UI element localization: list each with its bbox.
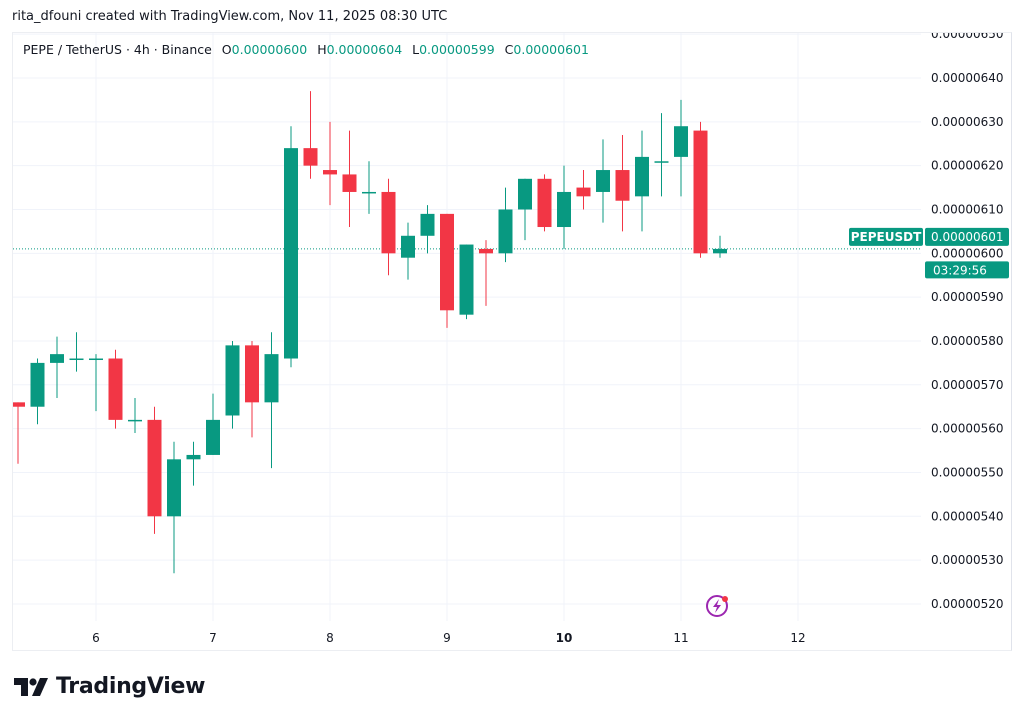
candle-body[interactable] [147,419,162,517]
candle-body[interactable] [13,402,25,407]
bar-countdown: 03:29:56 [933,263,987,277]
candle-body[interactable] [89,358,103,361]
candle-body[interactable] [518,178,532,210]
candle-body[interactable] [381,191,396,254]
candle-body[interactable] [401,235,415,258]
y-tick-label: 0.00000640 [931,71,1004,85]
countdown-tag [925,261,1009,279]
candle-body[interactable] [303,148,318,166]
x-tick-label: 10 [556,631,573,645]
close-value: 0.00000601 [513,42,589,57]
candle-body[interactable] [245,345,259,403]
y-tick-label: 0.00000550 [931,465,1004,479]
y-tick-label: 0.00000540 [931,509,1004,523]
symbol-tag-label: PEPEUSDT [851,230,922,244]
low-value: 0.00000599 [419,42,495,57]
y-tick-label: 0.00000650 [931,33,1004,41]
candle-body[interactable] [615,170,630,201]
candle-body[interactable] [479,248,493,254]
low-label: L [412,42,420,57]
lightning-bolt-glyph [713,599,721,613]
candle-body[interactable] [69,358,84,361]
y-tick-label: 0.00000580 [931,334,1004,348]
candle-body[interactable] [108,358,123,420]
candle-body[interactable] [30,362,45,407]
y-tick-label: 0.00000620 [931,159,1004,173]
candle-body[interactable] [576,187,591,197]
candle-body[interactable] [557,191,571,228]
open-value: 0.00000600 [231,42,308,57]
lightning-bolt-icon[interactable] [706,595,728,617]
candle-body[interactable] [635,156,649,197]
y-tick-label: 0.00000590 [931,290,1004,304]
x-tick-label: 12 [790,631,805,645]
candle-body[interactable] [420,213,435,236]
symbol-price-tag [849,227,923,246]
y-tick-label: 0.00000570 [931,378,1004,392]
close-label: C [504,42,514,57]
x-tick-label: 7 [209,631,217,645]
brand-name: TradingView [56,674,206,699]
x-tick-label: 6 [92,631,100,645]
last-price-tag [925,227,1009,246]
candle-body[interactable] [323,170,337,175]
candle-body[interactable] [342,174,357,192]
x-tick-label: 9 [443,631,451,645]
candle-body[interactable] [498,209,513,254]
candle-body[interactable] [128,419,142,422]
y-tick-label: 0.00000610 [931,202,1004,216]
candlestick-chart[interactable]: 0.00000520 0.00000530 0.00000540 0.00000550… [13,33,1012,651]
candle-body[interactable] [206,419,220,455]
notification-dot [722,596,728,602]
candle-body[interactable] [459,244,474,315]
candle-body[interactable] [264,354,279,403]
candle-body[interactable] [537,178,552,228]
candle-body[interactable] [167,459,181,517]
candle-body[interactable] [674,126,688,157]
high-label: H [317,42,327,57]
open-label: O [221,42,232,57]
y-tick-label: 0.00000600 [931,246,1004,260]
y-tick-label: 0.00000520 [931,597,1004,611]
tradingview-logo-icon [14,677,48,696]
x-tick-label: 11 [673,631,688,645]
candle-body[interactable] [693,130,708,254]
candle-body[interactable] [596,170,610,192]
candle-body[interactable] [284,148,298,359]
y-tick-label: 0.00000530 [931,553,1004,567]
candle-body[interactable] [362,191,376,194]
candle-body[interactable] [713,248,727,254]
last-price-value: 0.00000601 [931,230,1004,244]
candle-body[interactable] [50,354,64,363]
tradingview-brand: TradingView [14,674,205,699]
x-tick-label: 8 [326,631,334,645]
y-tick-label: 0.00000560 [931,422,1004,436]
candle-body[interactable] [654,161,669,163]
high-value: 0.00000604 [326,42,403,57]
y-tick-label: 0.00000630 [931,115,1004,129]
candle-body[interactable] [186,454,201,460]
chart-credit: rita_dfouni created with TradingView.com… [12,9,448,24]
symbol-title: PEPE / TetherUS · 4h · Binance [23,42,212,57]
candle-body[interactable] [225,345,240,416]
candle-body[interactable] [440,213,454,311]
chart-frame: 0.00000520 0.00000530 0.00000540 0.00000550… [12,32,1012,651]
symbol-legend: PEPE / TetherUS · 4h · Binance O0.000006… [23,42,589,57]
